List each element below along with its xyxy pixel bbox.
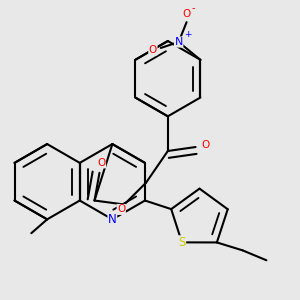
Text: O: O bbox=[97, 158, 106, 168]
Text: +: + bbox=[184, 30, 191, 39]
Text: -: - bbox=[192, 3, 195, 13]
Text: N: N bbox=[175, 37, 183, 47]
Text: O: O bbox=[149, 45, 157, 55]
Text: O: O bbox=[201, 140, 210, 150]
Text: O: O bbox=[182, 9, 191, 19]
Text: N: N bbox=[108, 213, 117, 226]
Text: S: S bbox=[178, 236, 186, 249]
Text: O: O bbox=[117, 204, 125, 214]
